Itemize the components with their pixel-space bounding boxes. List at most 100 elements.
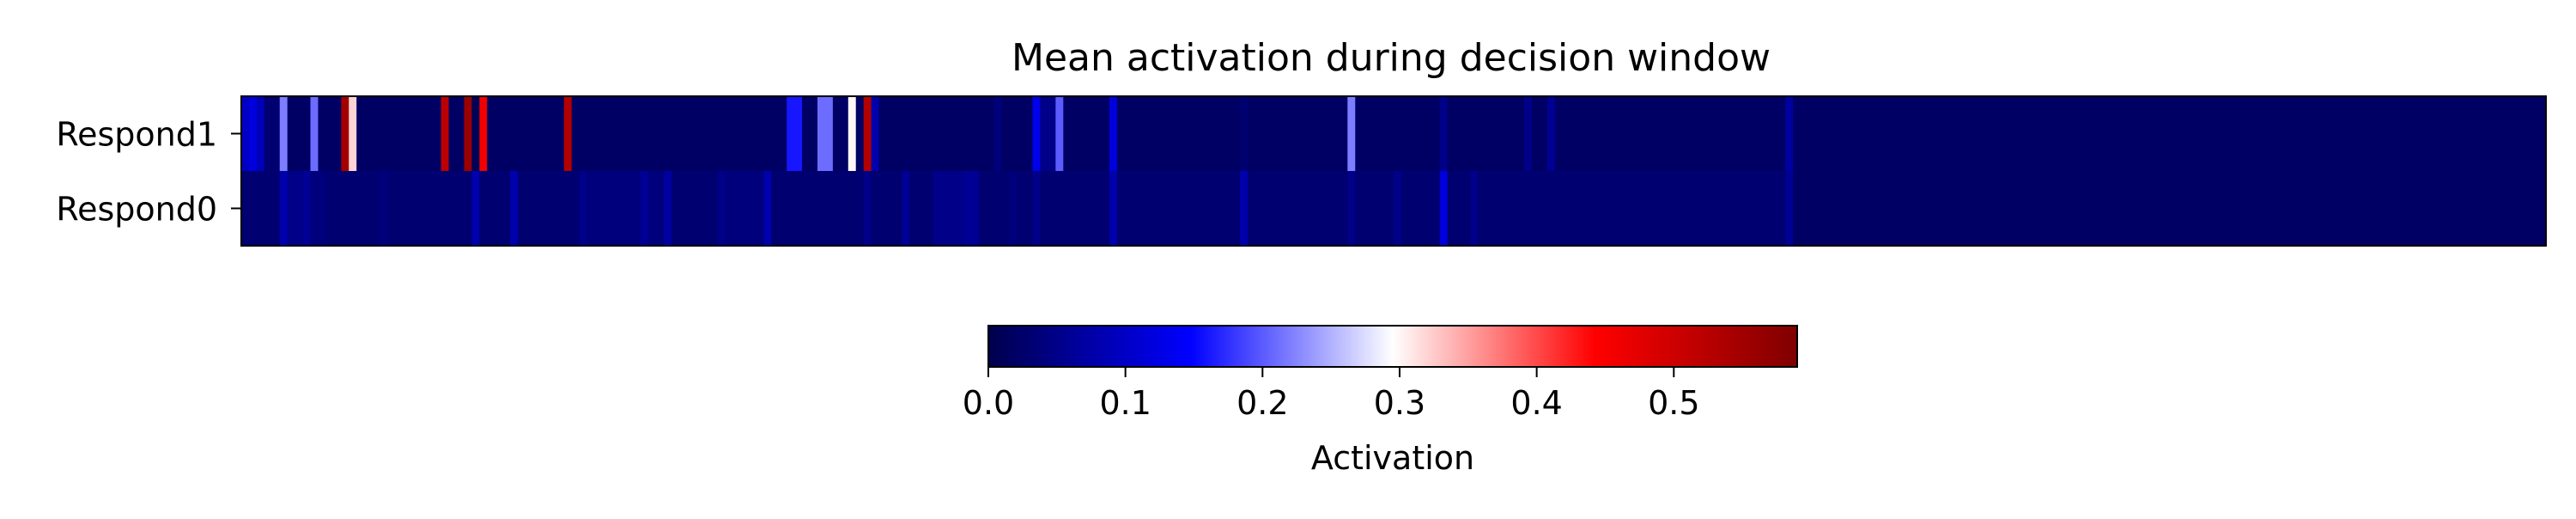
row-label-respond1: Respond1 (56, 116, 217, 154)
heatmap-cell (563, 96, 573, 171)
heatmap-cell (1240, 96, 1249, 171)
heatmap-cell (586, 171, 641, 246)
heatmap-cell (963, 171, 980, 246)
heatmap-cell (571, 96, 787, 171)
heatmap-cell (787, 96, 803, 171)
heatmap-cell (256, 96, 265, 171)
heatmap-cell (248, 96, 258, 171)
heatmap-cell (1524, 96, 1533, 171)
colorbar-tick-label: 0.4 (1510, 384, 1562, 422)
heatmap-cell (479, 171, 511, 246)
heatmap-cell (325, 171, 380, 246)
heatmap-cell (1532, 96, 1548, 171)
heatmap-cell (1347, 96, 1356, 171)
heatmap-cell (993, 96, 1003, 171)
heatmap-cell (1355, 96, 1441, 171)
heatmap-cell (664, 171, 672, 246)
heatmap-cell (978, 171, 1011, 246)
heatmap-cells (241, 96, 2547, 246)
heatmap-cell (471, 171, 480, 246)
colorbar-tick-label: 0.1 (1099, 384, 1151, 422)
heatmap-cell (1116, 96, 1241, 171)
heatmap-cell (318, 96, 342, 171)
chart-title: Mean activation during decision window (1012, 36, 1771, 80)
heatmap-cell (902, 171, 910, 246)
heatmap-cell (279, 96, 289, 171)
heatmap-cell (287, 96, 312, 171)
heatmap-cell (1447, 96, 1525, 171)
colorbar: 0.0 0.1 0.2 0.3 0.4 0.5 (963, 325, 1798, 422)
heatmap-cell (380, 171, 388, 246)
heatmap-cell (1040, 96, 1056, 171)
heatmap-cell (1001, 96, 1034, 171)
heatmap-cell (802, 96, 818, 171)
heatmap-cell (510, 171, 519, 246)
heatmap-cell (1116, 171, 1241, 246)
heatmap-cell (1793, 171, 2547, 246)
heatmap-cell (349, 96, 357, 171)
heatmap-cell (1400, 171, 1441, 246)
heatmap-cell (1009, 171, 1018, 246)
heatmap-cell (1554, 96, 1786, 171)
heatmap-cell (871, 171, 903, 246)
colorbar-tick-label: 0.5 (1648, 384, 1699, 422)
heatmap-cell (518, 171, 580, 246)
heatmap-cell (671, 171, 719, 246)
colorbar-label: Activation (1311, 439, 1474, 477)
heatmap-cell (1032, 96, 1042, 171)
heatmap-cell (1240, 171, 1249, 246)
heatmap-cell (1248, 171, 1348, 246)
heatmap-frame (240, 95, 2547, 247)
heatmap-cell (1040, 171, 1110, 246)
heatmap-cell (310, 171, 327, 246)
heatmap-cell (763, 171, 772, 246)
colorbar-tick-label: 0.3 (1374, 384, 1425, 422)
heatmap-cell (1109, 171, 1118, 246)
heatmap-cell (1017, 171, 1034, 246)
heatmap-cell (855, 96, 865, 171)
heatmap-cell (1478, 171, 1786, 246)
heatmap-cell (878, 96, 995, 171)
heatmap-cell (487, 96, 565, 171)
heatmap-cell (341, 96, 349, 171)
heatmap-cell (440, 96, 450, 171)
heatmap-cell (832, 96, 849, 171)
heatmap-cell (863, 96, 872, 171)
heatmap-cell (871, 96, 880, 171)
heatmap-cell (933, 171, 964, 246)
heatmap-cell (479, 96, 488, 171)
heatmap-cell (287, 171, 304, 246)
heatmap-cell (1109, 96, 1118, 171)
heatmap-cell (1055, 96, 1064, 171)
heatmap-cell (717, 171, 726, 246)
heatmap-cell (279, 171, 289, 246)
heatmap-cell (1470, 171, 1479, 246)
row-labels: Respond1 Respond0 (56, 116, 241, 229)
heatmap-cell (1546, 96, 1556, 171)
colorbar-tick-label: 0.0 (963, 384, 1014, 422)
heatmap-cell (1447, 171, 1472, 246)
heatmap-cell (464, 96, 472, 171)
heatmap-cell (771, 171, 865, 246)
heatmap-cell (648, 171, 665, 246)
heatmap-cell (725, 171, 764, 246)
heatmap-cell (241, 171, 281, 246)
heatmap-cell (863, 171, 872, 246)
heatmap-cell (641, 171, 649, 246)
heatmap-cell (1355, 171, 1394, 246)
heatmap-cell (909, 171, 933, 246)
heatmap-cell (471, 96, 480, 171)
heatmap-cell (310, 96, 319, 171)
heatmap-cell (1032, 171, 1042, 246)
heatmap-cell (1347, 171, 1356, 246)
heatmap-cell (1063, 96, 1110, 171)
heatmap-cell (241, 96, 250, 171)
heatmap-cell (1439, 96, 1449, 171)
heatmap-cell (1248, 96, 1348, 171)
colorbar-gradient (987, 325, 1798, 368)
heatmap-cell (386, 171, 472, 246)
heatmap-cell (448, 96, 465, 171)
heatmap-cell (1785, 171, 1794, 246)
heatmap-cell (302, 171, 312, 246)
